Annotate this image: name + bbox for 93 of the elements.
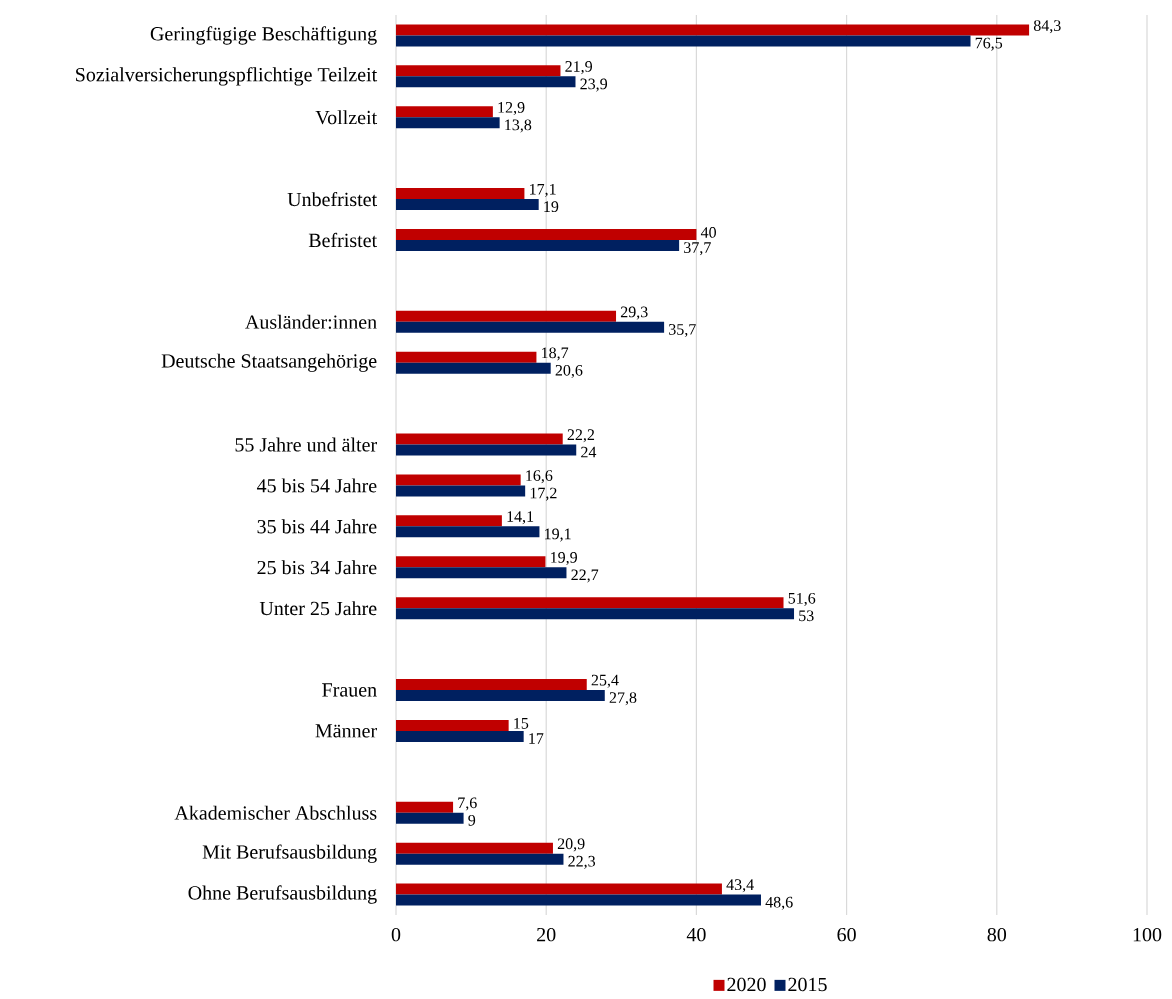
bar [396,567,567,579]
data-label: 76,5 [975,37,1003,51]
y-tick-label: 45 bis 54 Jahre [256,478,377,493]
y-tick-label: Unter 25 Jahre [259,601,377,616]
bar [396,526,540,538]
x-tick-label: 60 [837,927,856,942]
bar [396,719,509,731]
data-label: 48,6 [765,896,793,910]
bar [396,433,563,445]
bar [396,351,537,363]
bar [396,117,500,129]
bar [396,76,576,88]
y-tick-label: 55 Jahre und älter [235,437,377,452]
data-label: 9 [468,814,476,826]
y-tick-label: Frauen [322,683,377,697]
data-label: 53 [799,610,814,622]
bar [396,894,761,906]
bar [396,474,521,486]
bar [396,35,971,47]
data-label: 24 [581,446,597,458]
y-tick-label: 25 bis 34 Jahre [257,560,377,575]
data-label: 17,1 [530,183,556,197]
bar [396,65,561,77]
data-label: 29,3 [620,306,648,320]
data-label: 19,9 [551,552,577,566]
bar [396,690,605,702]
data-label: 16,6 [526,470,553,484]
bar [396,801,454,813]
x-tick-label: 20 [537,927,556,942]
data-label: 84,3 [1033,20,1061,34]
data-label: 19 [544,201,559,213]
bar [396,188,525,200]
bar [396,106,493,118]
y-tick-label: Deutsche Staatsangehörige [161,353,377,372]
bar [396,853,564,865]
data-label: 40 [700,227,716,238]
data-label: 18,7 [542,347,569,361]
bar [396,883,722,895]
legend-label: 2015 [788,977,827,992]
bar [396,24,1030,36]
y-tick-label: Ausländer:innen [245,314,377,329]
x-tick-label: 80 [987,927,1007,942]
data-label: 22,2 [567,429,595,443]
data-label: 19,1 [545,528,571,542]
bar [396,229,697,241]
y-tick-label: Männer [315,724,377,738]
y-tick-label: Unbefristet [287,191,378,207]
data-label: 14,1 [507,511,534,525]
data-label: 37,7 [684,242,711,256]
data-label: 17,2 [530,487,557,501]
bar [396,842,553,854]
bar [396,812,464,824]
bar [396,485,526,497]
data-label: 22,7 [571,569,599,583]
bar [396,310,617,322]
bar [396,730,524,742]
data-label: 13,8 [505,119,532,133]
data-label: 20,9 [557,838,585,852]
bar [396,608,795,620]
y-tick-label: 35 bis 44 Jahre [257,519,377,534]
data-label: 17 [529,733,544,744]
bar [396,597,784,609]
y-tick-label: Akademischer Abschluss [174,805,377,820]
x-tick-label: 100 [1133,927,1162,942]
data-label: 23,9 [580,78,608,92]
x-tick-label: 40 [686,927,706,942]
y-tick-label: Vollzeit [315,110,378,125]
data-label: 12,9 [498,102,525,116]
data-label: 15 [514,718,529,729]
bar [396,515,502,527]
data-label: 20,6 [555,364,583,379]
data-label: 7,6 [458,797,477,811]
bar [396,556,546,568]
data-label: 21,9 [565,61,593,75]
data-label: 35,7 [669,324,696,338]
data-label: 43,4 [726,879,754,893]
bar [396,444,577,456]
y-tick-label: Geringfügige Beschäftigung [150,26,377,45]
data-label: 51,6 [788,592,816,606]
y-tick-label: Sozialversicherungspflichtige Teilzeit [76,67,378,86]
x-tick-label: 0 [391,927,401,942]
y-tick-label: Befristet [308,232,378,248]
legend-label: 2020 [727,977,766,992]
data-label: 25,4 [591,674,619,688]
bar [396,321,665,333]
bar [396,199,539,211]
data-label: 22,3 [568,855,596,869]
bar [396,362,551,374]
bar [396,679,587,691]
y-tick-label: Ohne Berufsausbildung [188,885,377,904]
y-tick-label: Mit Berufsausbildung [202,844,377,863]
bar [396,240,680,252]
data-label: 27,8 [609,692,637,706]
